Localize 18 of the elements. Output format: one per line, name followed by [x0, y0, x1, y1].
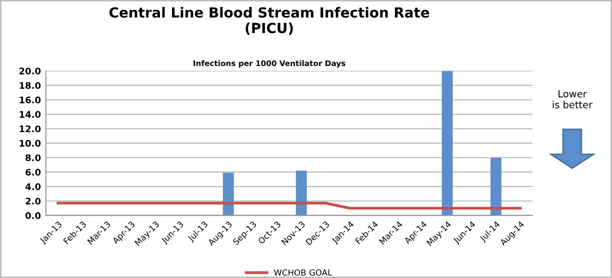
bar	[442, 70, 453, 216]
y-tick-label: 12.0	[20, 125, 41, 132]
y-tick-label: 20.0	[19, 68, 41, 74]
bar	[490, 158, 502, 216]
chart-title: Central Line Blood Stream Infection Rate (PICU)	[109, 6, 430, 35]
y-tick-label: 18.0	[20, 82, 41, 89]
y-tick-label: 4.0	[25, 183, 41, 190]
y-tick-label: 0.0	[25, 212, 41, 220]
y-tick-label: 6.0	[26, 168, 41, 176]
y-tick-label: 2.0	[26, 198, 41, 205]
bar	[296, 170, 307, 216]
y-tick-label: 8.0	[26, 154, 41, 162]
legend-label: WCHOB GOAL	[274, 269, 332, 276]
text: Lower is better	[552, 90, 593, 108]
y-tick-label: 14.0	[20, 110, 41, 118]
y-tick-label: 10.0	[20, 140, 41, 147]
y-tick-label: 16.0	[20, 96, 41, 104]
bar	[222, 172, 234, 216]
